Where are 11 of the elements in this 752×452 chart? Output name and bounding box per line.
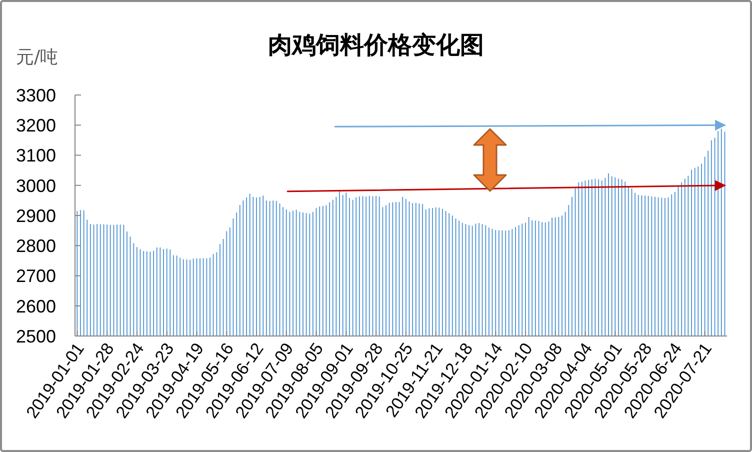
chart-title: 肉鸡饲料价格变化图 [268,31,484,59]
y-tick-label: 2800 [16,236,56,256]
y-tick-label: 3200 [16,116,56,136]
y-tick-label: 2600 [16,296,56,316]
y-axis-title: 元/吨 [16,47,58,69]
y-tick-label: 2900 [16,206,56,226]
y-tick-label: 2500 [16,326,56,346]
y-tick-label: 3000 [16,176,56,196]
y-tick-label: 2700 [16,266,56,286]
y-tick-label: 3100 [16,146,56,166]
y-tick-label: 3300 [16,85,56,106]
